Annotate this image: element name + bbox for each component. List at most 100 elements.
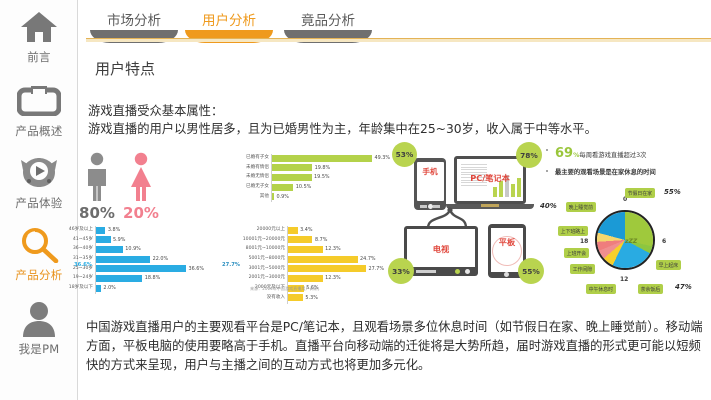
sidebar-item-product-experience[interactable]: 产品体验 <box>0 152 78 211</box>
bar-category-label: 3001元~5000元 <box>248 265 285 271</box>
bar-category-label: 10001元~20000元 <box>242 236 285 242</box>
bar-category-label: 2001元~3000元 <box>248 275 285 281</box>
pie-percent-after-meal: 47% <box>675 283 692 291</box>
sidebar-item-product-analysis[interactable]: 产品分析 <box>0 224 78 283</box>
chart-source-note: 来源：2014年中国游戏直播用户调研。 <box>250 286 322 291</box>
laptop-minichart <box>493 171 521 197</box>
frame-icon <box>0 80 78 122</box>
laptop-touchpad <box>481 204 499 207</box>
bar-category-label: 19~24岁 <box>72 275 93 281</box>
intro-paragraph: 游戏直播受众基本属性： 游戏直播的用户以男性居多，且为已婚男性为主，年龄集中在2… <box>88 102 648 138</box>
phone-percent: 53% <box>395 150 414 159</box>
play-badge-icon <box>0 152 78 194</box>
bar-row: 18岁及以下 2.0% <box>69 284 192 293</box>
bar-value-label: 5.3% <box>305 294 318 301</box>
tablet-percent-blob[interactable]: 55% <box>518 258 544 284</box>
sidebar-item-product-overview[interactable]: 产品概述 <box>0 80 78 139</box>
bar-category-label: 未婚有情侣 <box>246 164 269 170</box>
bar-value-label: 12.3% <box>325 275 341 282</box>
bar-category-label: 46岁及以上 <box>68 227 93 232</box>
bar-fill <box>288 284 304 292</box>
tablet-label: 平板 <box>498 237 516 247</box>
tablet-ring-decoration <box>492 236 522 266</box>
bar-category-label: 已婚无子女 <box>246 184 269 190</box>
tab-market-analysis[interactable]: 市场分析 <box>90 8 178 43</box>
bar-category-label: 18岁及以下 <box>68 285 93 291</box>
bar-row: 未婚有情侣 19.8% <box>246 164 372 173</box>
bar-value-label: 2.0% <box>103 285 116 292</box>
phone-percent-blob[interactable]: 53% <box>392 142 417 167</box>
bar-value-label: 12.3% <box>325 246 341 253</box>
bar-value-label: 36.6% <box>188 265 205 272</box>
tablet-home-button <box>504 272 509 278</box>
bar-row: 已婚有子女 49.3% <box>246 154 390 163</box>
sidebar-item-label: 前言 <box>27 50 51 64</box>
bar-fill <box>288 294 303 302</box>
tv-device <box>404 226 478 276</box>
laptop-screen <box>457 159 523 201</box>
sidebar-item-preface[interactable]: 前言 <box>0 6 78 65</box>
tab-user-analysis[interactable]: 用户分析 <box>185 8 273 43</box>
female-percent: 20% <box>123 204 159 222</box>
sidebar-item-label: 我是PM <box>18 342 60 356</box>
conclusion-paragraph: 中国游戏直播用户的主要观看平台是PC/笔记本，且观看场景多位休息时间（如节假日在… <box>86 320 703 372</box>
pie-label-work-meeting[interactable]: 上班开会 <box>564 248 589 259</box>
bar-category-label: 已婚有子女 <box>246 155 269 160</box>
laptop-percent: 78% <box>520 150 538 160</box>
stat-percent-sign: % <box>573 152 580 159</box>
pie-label-after-meal[interactable]: 茶余饭后 <box>638 284 663 295</box>
bar-value-label: 8.7% <box>314 236 328 243</box>
bar-category-label: 没有收入 <box>266 294 285 300</box>
tab-label: 竟品分析 <box>301 13 355 29</box>
pie-clock-dial: zZZ <box>595 210 655 270</box>
bar-fill <box>288 236 313 244</box>
tv-percent-blob[interactable]: 33% <box>388 258 414 284</box>
age-peak-callout: 36.6% <box>74 262 92 268</box>
clock-number-0: 0 <box>623 196 628 203</box>
laptop-percent-blob[interactable]: 78% <box>516 142 542 168</box>
sidebar-item-i-am-pm[interactable]: 我是PM <box>0 298 78 357</box>
bar-value-label: 22.0% <box>152 256 169 263</box>
pie-label-holiday-at-home[interactable]: 节假日在家 <box>625 188 655 199</box>
bar-fill <box>272 173 312 181</box>
bar-fill <box>96 226 106 234</box>
tab-label: 用户分析 <box>202 13 256 29</box>
bar-row: 其他 0.9% <box>260 193 372 202</box>
stat-line-1-text: 每周看游戏直播超过3次 <box>579 152 647 159</box>
bar-value-label: 19.5% <box>314 174 330 181</box>
stat-line-2-text: 最主要的观看场景是在家休息的时间 <box>555 169 656 176</box>
bar-category-label: 2000元及以下 <box>254 285 285 291</box>
magnifier-icon <box>0 224 78 266</box>
male-icon <box>88 152 106 201</box>
sidebar: 前言 产品概述 产品体验 <box>0 0 78 400</box>
tablet-percent: 55% <box>522 266 540 276</box>
bar-row: 5001元~8000元 24.7% <box>249 255 376 264</box>
pie-label-commute[interactable]: 上下班路上 <box>558 226 588 237</box>
bar-category-label: 41~45岁 <box>72 236 93 242</box>
pie-label-before-sleep[interactable]: 晚上睡觉前 <box>566 202 596 213</box>
bar-fill <box>272 183 294 191</box>
stat-line-scenario: 最主要的观看场景是在家休息的时间 <box>546 167 711 176</box>
pie-label-work-gap[interactable]: 工作间隙 <box>570 264 595 275</box>
bar-value-label: 19.8% <box>314 164 331 171</box>
intro-line-1: 游戏直播受众基本属性： <box>88 104 224 118</box>
pie-label-morning-wakeup[interactable]: 早上起床 <box>656 260 681 271</box>
bar-fill <box>96 275 143 283</box>
bar-fill <box>272 154 372 162</box>
phone-device <box>414 158 446 210</box>
bar-fill <box>272 164 313 172</box>
tv-indicator-green <box>455 268 460 274</box>
tab-competitor-analysis[interactable]: 竟品分析 <box>284 8 372 43</box>
bar-row: 41~45岁 5.9% <box>73 236 192 245</box>
stat-line-frequency: 69%每周看游戏直播超过3次 <box>546 146 711 161</box>
chart-age-distribution: 46岁及以上 3.8% 41~45岁 5.9% 36~40岁 10.9% 31~35岁 22.… <box>69 226 204 294</box>
chart-watch-scenario-clock: zZZ 0 6 12 18 节假日在家 55% 早上起床 茶余饭后 47% 中午… <box>540 188 711 300</box>
bar-value-label: 0.9% <box>276 193 289 200</box>
bar-row: 46岁及以上 3.8% <box>69 226 192 235</box>
pie-label-noon-break[interactable]: 中午休息时 <box>586 284 616 295</box>
bar-category-label: 20000元以上 <box>256 227 285 232</box>
bar-value-label: 10.9% <box>125 246 141 253</box>
tv-percent: 33% <box>392 266 410 276</box>
phone-label: 手机 <box>422 167 438 176</box>
